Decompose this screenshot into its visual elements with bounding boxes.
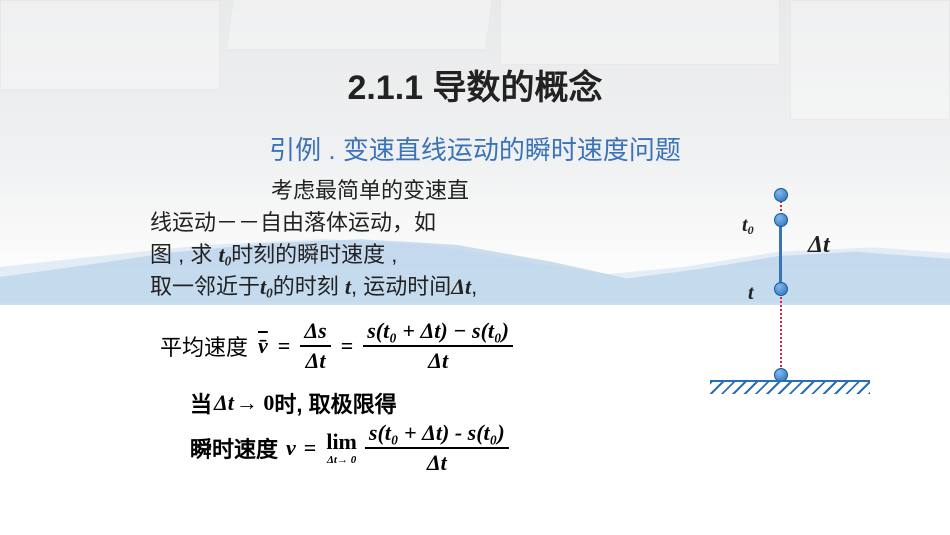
- para-text: 的时刻: [273, 274, 345, 299]
- freefall-diagram: t0 t Δt: [690, 190, 890, 400]
- numerator: s(t₀ + Δt) - s(t₀): [365, 420, 509, 449]
- paragraph: 考虑最简单的变速直 线运动－－自由落体运动，如 图 , 求 t0时刻的瞬时速度 …: [150, 175, 670, 303]
- slide-root: 2.1.1 导数的概念 引例 . 变速直线运动的瞬时速度问题 考虑最简单的变速直…: [0, 0, 950, 535]
- label-t: t: [748, 282, 754, 305]
- numerator: Δs: [300, 318, 330, 347]
- var-delta-t: Δt: [214, 390, 234, 416]
- ground-hatching: [710, 382, 870, 394]
- limit-condition: 当 Δt → 0 时, 取极限得: [190, 387, 397, 419]
- avg-speed-label: 平均速度: [160, 330, 248, 362]
- var-t0: t0: [218, 242, 231, 267]
- var-vbar: v̄: [258, 333, 268, 359]
- label-delta-t: Δt: [808, 232, 830, 259]
- equals: =: [304, 435, 317, 461]
- dot-t0: [774, 213, 788, 227]
- fraction-expanded: s(t₀ + Δt) − s(t₀) Δt: [363, 318, 513, 374]
- text: 当: [190, 387, 212, 419]
- lim-text: lim: [326, 431, 357, 453]
- para-text: 取一邻近于: [150, 274, 260, 299]
- denominator: Δt: [302, 347, 330, 374]
- dot-top: [774, 188, 788, 202]
- fraction-limit: s(t₀ + Δt) - s(t₀) Δt: [365, 420, 509, 476]
- page-title: 2.1.1 导数的概念: [0, 60, 950, 109]
- denominator: Δt: [424, 347, 452, 374]
- para-line-2: 线运动－－自由落体运动，如: [150, 207, 670, 239]
- text: 时, 取极限得: [274, 387, 396, 419]
- var-t0: t0: [260, 274, 273, 299]
- denominator: Δt: [423, 449, 451, 476]
- lim-subscript: Δt→ 0: [327, 455, 356, 466]
- para-line-4: 取一邻近于t0的时刻 t, 运动时间Δt,: [150, 271, 670, 303]
- para-text: 图 , 求: [150, 242, 218, 267]
- delta-t-segment: [779, 218, 782, 288]
- para-text: 时刻的瞬时速度 ,: [231, 242, 397, 267]
- para-line-1: 考虑最简单的变速直: [150, 175, 670, 207]
- para-text: , 运动时间: [351, 274, 451, 299]
- dot-t: [774, 282, 788, 296]
- var-v: v: [286, 435, 296, 461]
- equals: =: [341, 333, 354, 359]
- label-t0: t0: [742, 214, 754, 238]
- avg-speed-formula: 平均速度 v̄ = Δs Δt = s(t₀ + Δt) − s(t₀) Δt: [160, 318, 517, 374]
- numerator: s(t₀ + Δt) − s(t₀): [363, 318, 513, 347]
- page-subtitle: 引例 . 变速直线运动的瞬时速度问题: [0, 130, 950, 167]
- subscript-0: 0: [748, 223, 754, 237]
- inst-speed-label: 瞬时速度: [190, 432, 278, 464]
- var-delta-t: Δt: [451, 274, 471, 299]
- para-line-3: 图 , 求 t0时刻的瞬时速度 ,: [150, 239, 670, 271]
- equals: =: [278, 333, 291, 359]
- arrow-to-zero: → 0: [236, 390, 275, 416]
- instant-speed-formula: 瞬时速度 v = lim Δt→ 0 s(t₀ + Δt) - s(t₀) Δt: [190, 420, 513, 476]
- subscript-0: 0: [266, 285, 273, 300]
- limit-operator: lim Δt→ 0: [326, 431, 357, 466]
- bg-panel: [500, 0, 780, 65]
- bg-panel: [226, 0, 494, 50]
- para-text: ,: [471, 274, 477, 299]
- fraction-ds-dt: Δs Δt: [300, 318, 330, 374]
